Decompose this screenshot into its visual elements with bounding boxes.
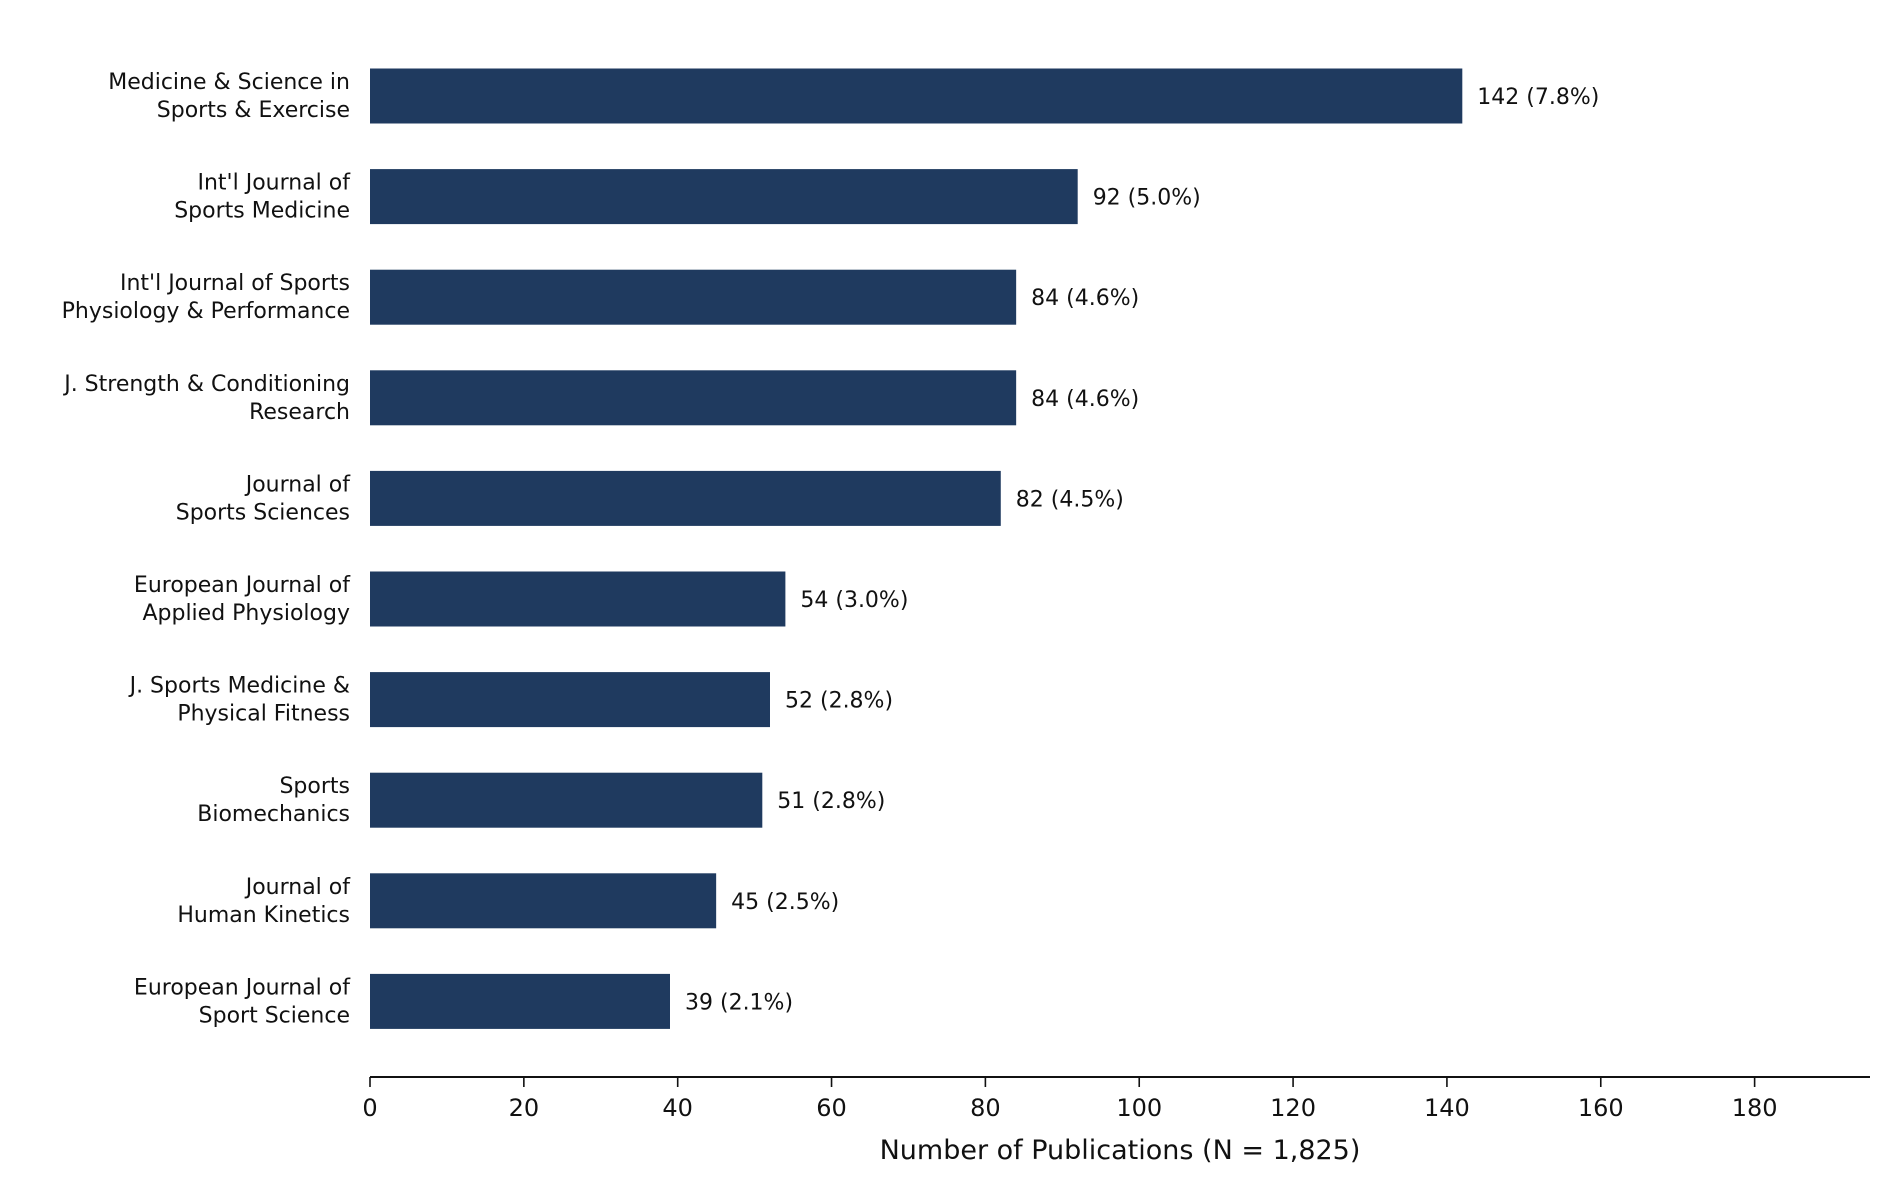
bar [370,470,1001,526]
category-label: Journal of Human Kinetics [177,875,351,928]
x-tick-label: 140 [1424,1094,1470,1122]
bar [370,973,670,1029]
bar-value-label: 84 (4.6%) [1031,387,1139,412]
x-tick-label: 20 [509,1094,540,1122]
x-axis-title: Number of Publications (N = 1,825) [880,1135,1361,1166]
bar [370,772,763,828]
bar [370,370,1017,426]
category-labels: Medicine & Science in Sports & Exercise In… [62,70,352,1028]
x-tick-label: 40 [662,1094,693,1122]
bar-value-label: 82 (4.5%) [1016,487,1124,512]
category-label: Sports Biomechanics [197,774,350,827]
category-label: European Journal of Sport Science [134,975,351,1028]
bar-value-label: 51 (2.8%) [777,789,885,814]
bar-value-label: 54 (3.0%) [800,588,908,613]
bar-value-label: 84 (4.6%) [1031,286,1139,311]
x-tick-label: 80 [970,1094,1001,1122]
bar-value-label: 45 (2.5%) [731,890,839,915]
bar [370,169,1078,225]
x-tick-label: 100 [1116,1094,1162,1122]
bar-value-label: 142 (7.8%) [1477,85,1599,110]
category-label: J. Sports Medicine & Physical Fitness [128,674,350,727]
x-tick-label: 160 [1578,1094,1624,1122]
category-label: J. Strength & Conditioning Research [62,372,350,425]
bar [370,269,1017,325]
bar-value-label: 52 (2.8%) [785,689,893,714]
bars-group [370,68,1463,1029]
x-tick-label: 180 [1732,1094,1778,1122]
x-axis: 0 20 40 60 80 100 120 140 160 180 [362,1076,1870,1122]
x-tick-label: 60 [816,1094,847,1122]
category-label: Journal of Sports Sciences [176,472,352,525]
bar [370,68,1463,124]
category-label: Int'l Journal of Sports Medicine [174,171,351,224]
value-labels: 142 (7.8%) 92 (5.0%) 84 (4.6%) 84 (4.6%) 82 … [685,85,1599,1015]
bar [370,672,770,728]
bar-value-label: 39 (2.1%) [685,990,793,1015]
category-label: Medicine & Science in Sports & Exercise [108,70,350,123]
x-tick-label: 120 [1270,1094,1316,1122]
bar [370,873,717,929]
bar-value-label: 92 (5.0%) [1093,186,1201,211]
bar [370,571,786,627]
x-tick-label: 0 [362,1094,377,1122]
category-label: European Journal of Applied Physiology [134,573,351,626]
category-label: Int'l Journal of Sports Physiology & Perf… [62,271,350,324]
